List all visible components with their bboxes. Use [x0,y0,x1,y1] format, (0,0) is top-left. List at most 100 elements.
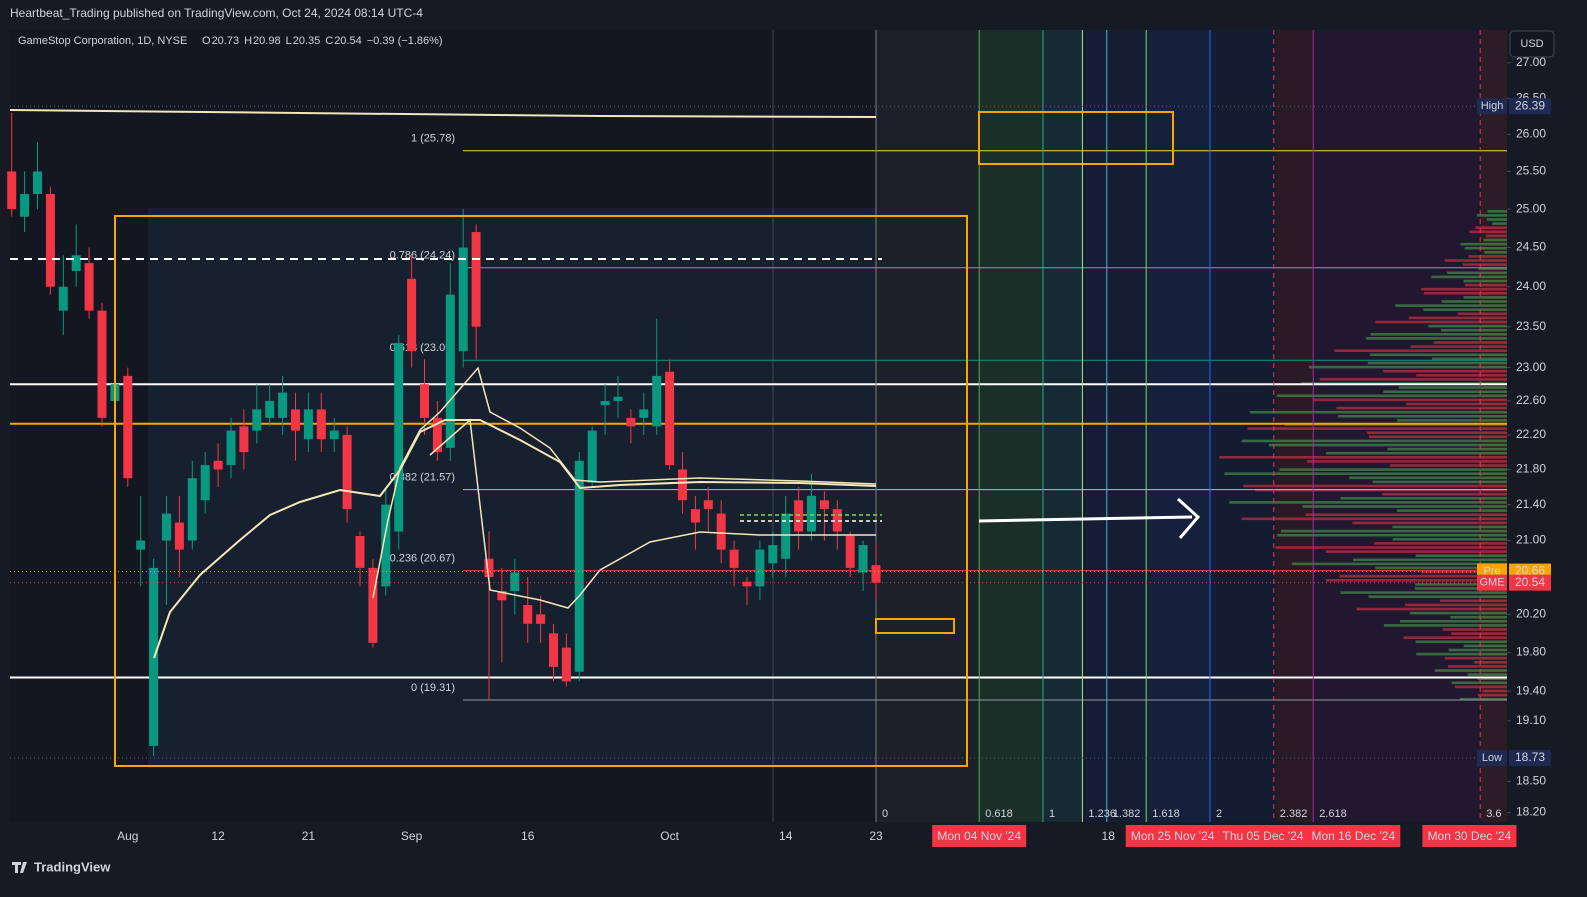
candle-body [678,469,687,501]
volume-profile-bar [1444,656,1507,660]
badge-label: Pre [1483,565,1500,577]
volume-profile-bar [1334,349,1507,352]
candle-body [561,647,571,682]
range-shade [148,208,878,768]
volume-profile-bar [1375,320,1507,324]
x-tick-label: Mon 25 Nov '24 [1131,829,1215,843]
volume-profile-bar [1442,628,1507,631]
box [875,618,955,634]
candle-body [291,409,300,431]
volume-profile-bar [1451,632,1507,635]
x-tick-label: 12 [211,829,225,843]
badge-value-box [1509,98,1551,115]
volume-profile-bar [1275,546,1507,549]
volume-profile-bar [1454,685,1507,689]
time-fib-label: 1.618 [1152,808,1180,820]
volume-profile-bar [1367,361,1507,365]
volume-profile-bar [1229,501,1507,504]
y-tick-label: 21.00 [1516,533,1546,547]
symbol: GameStop Corporation, 1D, NYSE [18,35,187,47]
time-fib-label: 3.6 [1486,808,1501,820]
fib-label: 0 (19.31) [411,682,455,694]
volume-profile-bar [1450,615,1507,619]
volume-profile-bar [1416,652,1507,656]
y-tick-label: 24.50 [1516,240,1546,254]
volume-profile-bar [1291,562,1507,566]
volume-profile-bar [1415,640,1507,644]
time-fib-label: 2 [1216,808,1222,820]
y-tick-label: 19.10 [1516,713,1546,727]
volume-profile-bar [1434,669,1507,672]
candle-body [755,549,765,587]
candle-body [497,590,507,601]
volume-profile-bar [1423,292,1507,295]
currency-button[interactable] [1509,30,1555,58]
x-tick-label: 21 [302,829,316,843]
candle-body [45,193,55,287]
ohlc-value: 20.35 [293,35,321,47]
volume-profile-bar [1392,538,1507,541]
badge-value-box [1509,750,1551,767]
time-fib-label: 2.618 [1319,808,1347,820]
arrow [978,515,1193,523]
candle-body [407,278,417,352]
x-tick-label: 16 [521,829,535,843]
volume-profile-bar [1319,378,1507,381]
volume-profile-bar [1460,242,1507,246]
volume-profile-bar [1353,558,1507,562]
candle-body [213,460,223,470]
y-tick-label: 25.00 [1516,201,1546,215]
volume-profile-bar [1482,689,1507,693]
candle-body [162,513,171,541]
x-tick-label: 23 [869,829,883,843]
badge-value: 20.66 [1515,564,1545,578]
x-tick-label: Mon 04 Nov '24 [937,829,1021,843]
candle-body [858,545,868,573]
ohlc-value: 20.73 [212,35,240,47]
box [978,111,1174,165]
volume-profile-bar [1325,579,1507,582]
badge-label: Low [1482,752,1502,764]
volume-profile-bar [1368,595,1507,598]
volume-profile-bar [1307,460,1507,463]
y-tick-label: 18.50 [1516,774,1546,788]
time-fib-label: 1.236 [1088,808,1116,820]
volume-profile-bar [1444,259,1507,262]
ohlc-value: 20.98 [253,35,281,47]
volume-profile-bar [1387,447,1507,451]
zone [1211,30,1276,822]
volume-profile-bar [1448,648,1507,652]
badge-value-box [1509,574,1551,591]
volume-profile-bar [1486,218,1507,221]
volume-profile-bar [1475,226,1507,229]
volume-profile-bar [1423,308,1507,311]
y-tick-label: 26.00 [1516,127,1546,141]
candle-body [742,581,752,587]
currency[interactable]: USD [1520,38,1543,50]
volume-profile-bar [1487,210,1507,213]
volume-profile-bar [1241,517,1507,521]
candle-body [781,513,791,559]
volume-profile-bar [1397,419,1507,422]
y-tick-label: 18.20 [1516,805,1546,819]
y-tick-label: 21.80 [1516,462,1546,476]
badge-tag [1477,98,1507,115]
volume-profile-bar [1410,345,1507,348]
y-tick-label: 19.40 [1516,683,1546,697]
y-tick-label: 23.00 [1516,360,1546,374]
volume-profile-bar [1433,341,1507,344]
volume-profile-bar [1459,697,1507,701]
volume-profile-bar [1483,238,1507,242]
x-tick-label: Aug [117,829,138,843]
zone [1481,30,1507,822]
candle-body [587,430,597,483]
volume-profile-bar [1477,693,1507,697]
volume-profile-bar [1397,509,1507,512]
candle-body [768,545,778,564]
candle-body [33,171,42,194]
ohlc-key: H [244,35,252,47]
x-tick-label: Thu 05 Dec '24 [1222,829,1303,843]
box [114,215,968,767]
volume-profile-bar [1463,296,1507,299]
volume-profile-bar [1457,312,1507,316]
